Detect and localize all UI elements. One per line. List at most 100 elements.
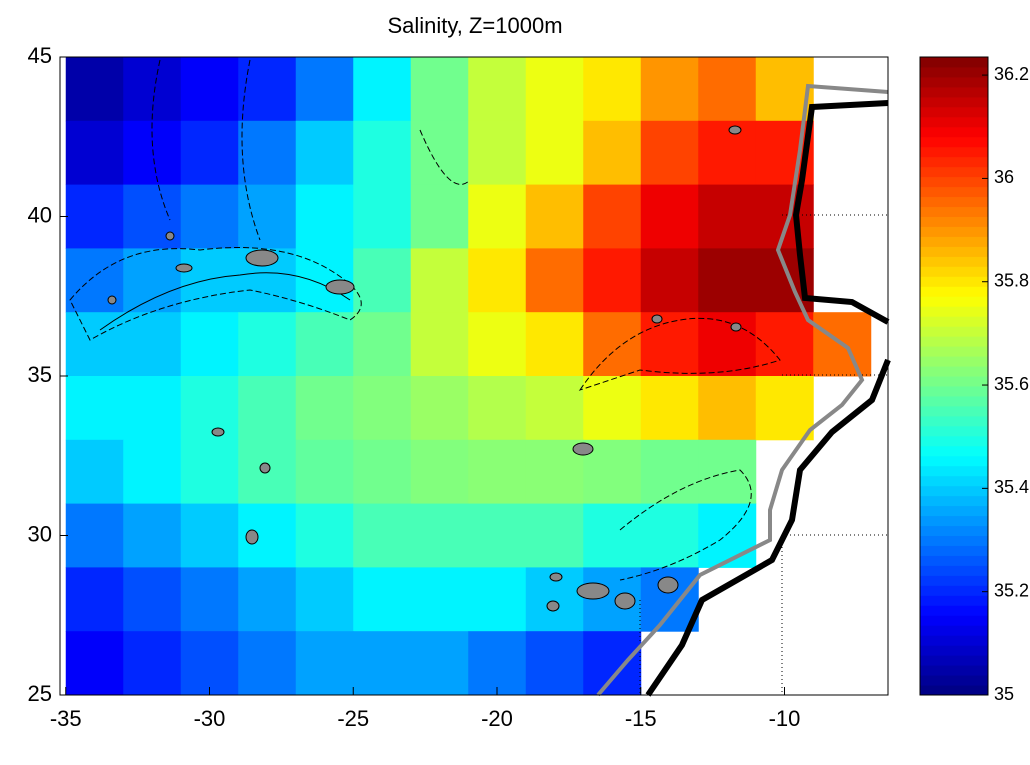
cell — [410, 312, 469, 377]
colorbar-step — [920, 176, 988, 188]
colorbar-step — [920, 156, 988, 168]
colorbar-step — [920, 356, 988, 367]
cell — [180, 567, 239, 632]
y-tick-label: 45 — [28, 43, 52, 68]
cell — [583, 120, 642, 186]
cell — [468, 248, 527, 313]
colorbar-step — [920, 326, 988, 337]
y-tick-label: 40 — [28, 202, 52, 227]
cell — [180, 57, 239, 122]
colorbar-tick-label: 35.6 — [994, 374, 1029, 394]
colorbar-step — [920, 565, 988, 576]
cell — [583, 503, 642, 568]
cell — [295, 439, 354, 505]
cell — [698, 120, 757, 186]
cell — [468, 312, 527, 377]
cell — [583, 312, 642, 377]
colorbar-step — [920, 296, 988, 307]
colorbar-step — [920, 226, 988, 237]
colorbar-step — [920, 605, 988, 616]
colorbar-step — [920, 96, 988, 108]
colorbar-step — [920, 106, 988, 118]
colorbar-tick-label: 35.4 — [994, 477, 1029, 497]
cell — [468, 503, 527, 568]
cell — [123, 248, 182, 313]
cell — [65, 57, 124, 122]
colorbar-step — [920, 675, 988, 686]
cell — [353, 503, 412, 568]
colorbar-step — [920, 425, 988, 437]
colorbar-step — [920, 316, 988, 327]
cell — [353, 376, 412, 441]
cell — [65, 120, 124, 186]
y-tick-label: 35 — [28, 362, 52, 387]
colorbar-step — [920, 595, 988, 606]
cell — [123, 631, 182, 696]
x-tick-label: -15 — [625, 706, 657, 731]
colorbar — [920, 57, 988, 696]
colorbar-step — [920, 206, 988, 217]
cell — [353, 184, 412, 249]
colorbar-step — [920, 306, 988, 317]
cell — [65, 439, 124, 505]
colorbar-step — [920, 475, 988, 487]
colorbar-step — [920, 505, 988, 517]
colorbar-tick-label: 36.2 — [994, 64, 1029, 84]
cell — [238, 312, 297, 377]
colorbar-step — [920, 256, 988, 267]
cell — [410, 567, 469, 632]
cell — [583, 631, 642, 696]
colorbar-frame — [919, 56, 989, 696]
cell — [123, 503, 182, 568]
cell — [180, 312, 239, 377]
cell — [410, 248, 469, 313]
colorbar-step — [920, 116, 988, 128]
cell — [525, 248, 584, 313]
cell — [353, 57, 412, 122]
colorbar-step — [920, 415, 988, 427]
colorbar-step — [920, 166, 988, 178]
cell — [525, 376, 584, 441]
coastline — [645, 100, 891, 697]
colorbar-step — [920, 615, 988, 626]
cell — [295, 184, 354, 249]
cell — [295, 503, 354, 568]
colorbar-step — [920, 86, 988, 98]
colorbar-step — [920, 286, 988, 297]
colorbar-step — [920, 336, 988, 347]
cell — [180, 439, 239, 505]
coast-overlay — [69, 59, 891, 697]
cell — [698, 376, 757, 441]
cell — [65, 567, 124, 632]
colorbar-step — [920, 665, 988, 676]
cell — [65, 312, 124, 377]
cell — [698, 312, 757, 377]
colorbar-step — [920, 136, 988, 148]
colorbar-step — [920, 186, 988, 198]
colorbar-step — [920, 385, 988, 397]
colorbar-step — [920, 585, 988, 596]
contour — [151, 59, 471, 241]
cell — [238, 567, 297, 632]
cell — [353, 631, 412, 696]
cell — [468, 376, 527, 441]
cell — [698, 503, 757, 568]
cell — [640, 312, 699, 377]
cell — [65, 376, 124, 441]
x-tick-label: -25 — [337, 706, 369, 731]
contour — [99, 272, 351, 331]
cell — [525, 120, 584, 186]
cell — [583, 376, 642, 441]
cell — [123, 312, 182, 377]
colorbar-step — [920, 625, 988, 636]
cell — [353, 439, 412, 505]
cell — [410, 376, 469, 441]
colorbar-step — [920, 465, 988, 477]
colorbar-step — [920, 405, 988, 417]
colorbar-step — [920, 346, 988, 357]
cell — [180, 248, 239, 313]
colorbar-step — [920, 635, 988, 646]
cell — [65, 503, 124, 568]
colorbar-step — [920, 216, 988, 227]
cell — [755, 312, 814, 377]
